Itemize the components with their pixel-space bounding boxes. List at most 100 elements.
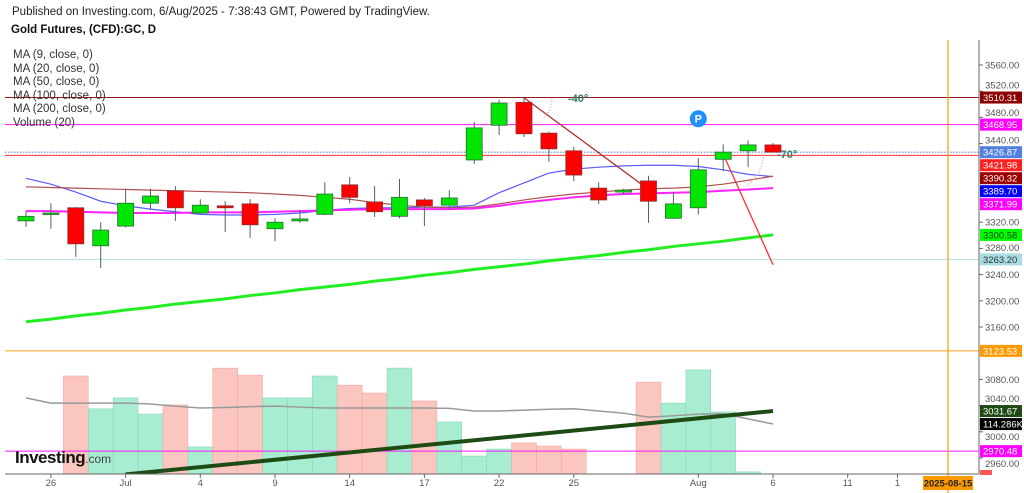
candle[interactable]: [316, 182, 334, 215]
price-tick-label: 3040.00: [985, 394, 1019, 405]
candle-body: [391, 196, 408, 217]
candle[interactable]: [590, 182, 608, 204]
volume-bar: [312, 375, 338, 474]
legend-volume[interactable]: Volume (20): [13, 116, 76, 129]
legend-ma20[interactable]: MA (20, close, 0): [13, 62, 100, 75]
candle[interactable]: [714, 144, 732, 172]
candle-body: [565, 150, 583, 176]
candle[interactable]: [739, 140, 757, 168]
time-tick-label: 9: [272, 478, 277, 489]
candle-body: [714, 151, 732, 160]
candle-body: [42, 212, 60, 215]
volume-bar: [361, 392, 388, 474]
candle-body: [366, 201, 384, 213]
candle[interactable]: [465, 121, 483, 164]
candle[interactable]: [490, 99, 508, 136]
candle[interactable]: [689, 158, 707, 215]
candle[interactable]: [366, 186, 384, 217]
trend-line: [125, 409, 774, 474]
candle-body: [142, 195, 159, 204]
candle-body: [515, 101, 533, 135]
price-tag-label: 3031.67: [983, 407, 1017, 418]
candle[interactable]: [440, 190, 458, 210]
volume-tag-clipped: [980, 470, 992, 475]
volume-bar: [386, 367, 413, 474]
candle[interactable]: [92, 222, 110, 269]
candle[interactable]: [191, 199, 209, 215]
price-tag: 114.286K: [980, 418, 1024, 431]
time-tick-label: 11: [843, 478, 853, 489]
time-tick-label: 6: [770, 478, 775, 489]
legend-ma9[interactable]: MA (9, close, 0): [13, 49, 93, 61]
price-tag: 3389.70: [980, 185, 1022, 198]
price-tick-label: 3320.00: [985, 218, 1019, 229]
price-tag-label: 3371.99: [983, 200, 1017, 211]
price-tag-label: 3123.53: [983, 346, 1017, 357]
legend-ma200[interactable]: MA (200, close, 0): [13, 103, 106, 115]
time-tick-label: 25: [569, 478, 580, 489]
candle[interactable]: [67, 207, 85, 257]
volume-ma-line: [25, 397, 774, 425]
candle-body: [590, 187, 608, 201]
candle[interactable]: [565, 146, 583, 181]
price-tag-bg: [980, 253, 1022, 266]
price-tag-label: 3468.95: [983, 120, 1017, 131]
price-tick-label: 3080.00: [985, 375, 1019, 386]
candle[interactable]: [216, 201, 234, 233]
price-tag-label: 2970.48: [983, 447, 1017, 458]
time-tick-label: 1: [895, 478, 900, 489]
trend-line: [722, 153, 774, 266]
time-tick-label: 26: [46, 478, 57, 489]
legend-ma50[interactable]: MA (50, close, 0): [13, 76, 100, 88]
price-tag-bg: [980, 159, 1022, 172]
candle-body: [191, 204, 209, 214]
candle-body: [689, 169, 707, 209]
candle[interactable]: [415, 197, 433, 227]
candle[interactable]: [764, 142, 782, 153]
candle[interactable]: [391, 178, 408, 219]
price-tick-label: 3440.00: [985, 136, 1019, 147]
price-tag-bg: [980, 344, 1022, 357]
volume-bar: [710, 411, 736, 474]
volume-bar: [112, 397, 139, 474]
trend-angle-label: -70°: [777, 149, 797, 161]
candle[interactable]: [540, 131, 558, 162]
candle-body: [764, 144, 782, 153]
volume-bar: [660, 402, 687, 474]
candle[interactable]: [17, 211, 35, 227]
symbol-title: Gold Futures, (CFD):GC, D: [11, 24, 157, 36]
candle-body: [291, 218, 309, 222]
time-tick-label: 17: [419, 478, 430, 489]
moving-average-line: [25, 233, 774, 324]
candle[interactable]: [615, 188, 632, 195]
volume-bar: [212, 367, 238, 474]
candle[interactable]: [665, 192, 682, 219]
candle[interactable]: [142, 188, 159, 210]
price-tag: 3263.20: [980, 253, 1022, 266]
volume-bar: [461, 455, 487, 474]
event-marker-icon: [689, 110, 707, 128]
price-tag-bg: [980, 172, 1022, 185]
price-tick-label: 3480.00: [985, 108, 1019, 119]
candle-body: [17, 215, 35, 222]
price-tag-label: 3263.20: [983, 255, 1017, 266]
candle[interactable]: [515, 97, 533, 138]
volume-bar: [88, 408, 114, 474]
angle-arc: [543, 97, 553, 119]
investing-logo: Investing.com: [15, 448, 112, 467]
candle[interactable]: [166, 186, 184, 221]
price-tick-label: 3200.00: [985, 296, 1019, 307]
candle[interactable]: [341, 177, 359, 204]
candle-body: [415, 199, 433, 207]
price-tick-label: 3560.00: [985, 61, 1019, 72]
candle[interactable]: [291, 209, 309, 223]
legend-ma100[interactable]: MA (100, close, 0): [13, 89, 106, 102]
price-tag-bg: [980, 445, 1022, 458]
candle[interactable]: [117, 188, 134, 228]
candle[interactable]: [42, 203, 60, 229]
candle[interactable]: [266, 218, 284, 242]
candle[interactable]: [640, 175, 657, 223]
volume-bar: [63, 375, 89, 474]
candle[interactable]: [241, 199, 259, 238]
